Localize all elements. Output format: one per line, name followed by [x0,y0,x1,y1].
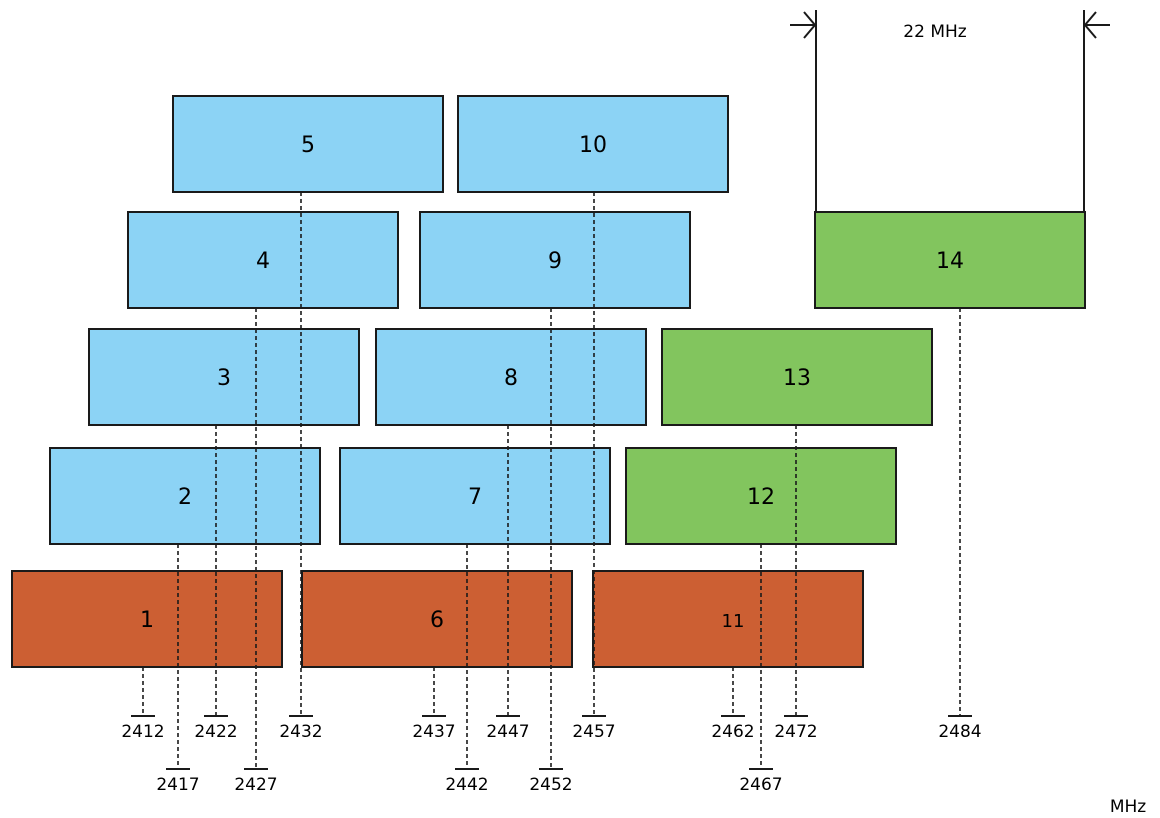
channel-label-10: 10 [579,133,607,158]
channel-label-5: 5 [301,133,315,158]
freq-label-2447: 2447 [486,722,529,742]
channel-label-9: 9 [548,249,562,274]
channel-box-2 [49,447,321,545]
freq-label-2437: 2437 [412,722,455,742]
freq-label-2412: 2412 [121,722,164,742]
freq-label-2472: 2472 [774,722,817,742]
frequency-ticks: 2412 2417 2422 2427 2432 2437 2442 2447 2452 2457… [121,715,982,795]
freq-label-2417: 2417 [156,775,199,795]
channel-label-2: 2 [178,485,192,510]
freq-label-2484: 2484 [938,722,981,742]
channel-label-6: 6 [430,608,444,633]
channel-box-4 [127,211,399,309]
channel-width-dimension: 22 MHz [790,10,1110,213]
channel-box-3 [88,328,360,426]
channel-box-12 [625,447,897,545]
channel-label-13: 13 [783,366,811,391]
channel-box-11 [592,570,864,668]
channel-label-1: 1 [140,608,154,633]
channel-box-13 [661,328,933,426]
channel-width-label: 22 MHz [903,22,966,42]
channel-box-8 [375,328,647,426]
channel-label-3: 3 [217,366,231,391]
dimension-left-arrowhead [803,11,817,39]
channel-box-14 [814,211,1086,309]
channel-label-8: 8 [504,366,518,391]
channel-label-14: 14 [936,249,964,274]
channel-leader-lines [142,192,961,769]
channel-box-1 [11,570,283,668]
freq-label-2422: 2422 [194,722,237,742]
channel-box-6 [301,570,573,668]
freq-label-2467: 2467 [739,775,782,795]
dimension-right-arrowhead [1083,11,1097,39]
freq-label-2442: 2442 [445,775,488,795]
channel-box-9 [419,211,691,309]
channel-label-4: 4 [256,249,270,274]
channel-box-5 [172,95,444,193]
freq-label-2432: 2432 [279,722,322,742]
channel-label-7: 7 [468,485,482,510]
channel-label-11: 11 [722,611,745,632]
freq-label-2427: 2427 [234,775,277,795]
channel-box-7 [339,447,611,545]
unit-label: MHz [1110,797,1146,817]
channel-label-12: 12 [747,485,775,510]
freq-label-2452: 2452 [529,775,572,795]
channel-box-10 [457,95,729,193]
freq-label-2462: 2462 [711,722,754,742]
freq-label-2457: 2457 [572,722,615,742]
